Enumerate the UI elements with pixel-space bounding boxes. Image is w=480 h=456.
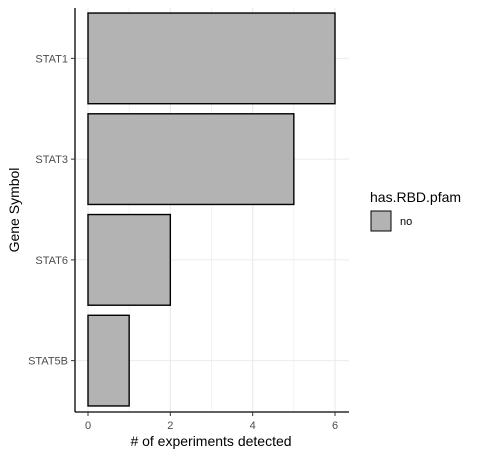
bar-stat6 <box>87 213 172 306</box>
bar-stat3 <box>87 113 295 206</box>
y-tick-label-stat6: STAT6 <box>35 255 68 267</box>
legend: has.RBD.pfam no <box>370 189 461 232</box>
legend-key-no <box>370 210 392 232</box>
x-tick-label-2: 2 <box>167 420 173 432</box>
x-tick-label-0: 0 <box>85 420 91 432</box>
legend-label-no: no <box>400 216 412 228</box>
y-tick-label-stat5b: STAT5B <box>28 356 68 368</box>
bar-stat1 <box>87 12 336 105</box>
bars <box>87 12 336 407</box>
y-tick-label-stat1: STAT1 <box>35 53 68 65</box>
y-tick-label-stat3: STAT3 <box>35 154 68 166</box>
x-axis-title: # of experiments detected <box>130 433 291 449</box>
bar-stat5b <box>87 314 130 407</box>
x-tick-label-6: 6 <box>332 420 338 432</box>
legend-title: has.RBD.pfam <box>370 189 461 205</box>
y-axis-ticks: STAT1 STAT3 STAT6 STAT5B <box>28 53 75 368</box>
x-axis-ticks: 0 2 4 6 <box>85 412 338 432</box>
y-axis-title: Gene Symbol <box>6 168 22 253</box>
x-tick-label-4: 4 <box>250 420 256 432</box>
